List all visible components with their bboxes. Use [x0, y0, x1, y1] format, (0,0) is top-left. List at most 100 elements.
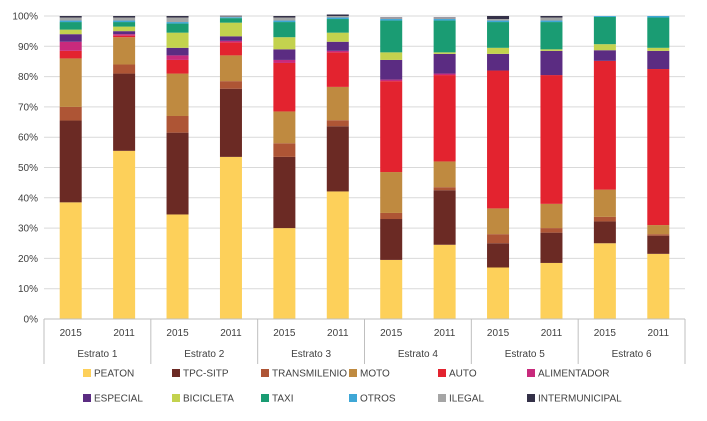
y-tick-label: 20%: [18, 254, 38, 265]
y-tick-label: 0%: [24, 315, 39, 326]
bar-segment: [433, 17, 456, 19]
bar-segment: [219, 36, 242, 41]
bar-segment: [219, 88, 242, 157]
bars-layer: [59, 14, 670, 319]
bar-segment: [540, 228, 563, 233]
legend-label: ESPECIAL: [94, 394, 143, 405]
bar-segment: [273, 17, 296, 21]
bar-segment: [219, 156, 242, 319]
legend-label: AUTO: [449, 369, 477, 380]
bar-segment: [326, 126, 349, 192]
bar-segment: [113, 31, 136, 35]
bar-segment: [487, 47, 510, 54]
bar-segment: [433, 19, 456, 21]
axis-layer: 0% 10% 20% 30% 40% 50% 60% 70% 80% 90% 100% 2015 201…: [12, 12, 686, 364]
bar-segment: [59, 34, 82, 42]
bar-segment: [59, 106, 82, 121]
bar-segment: [433, 161, 456, 188]
bar-segment: [380, 59, 403, 80]
group-label: Estrato 5: [505, 349, 545, 360]
x-tick-label: 2015: [487, 328, 510, 339]
x-tick-label: 2015: [380, 328, 403, 339]
bar-segment: [113, 16, 136, 18]
bar-segment: [326, 41, 349, 51]
bar-segment: [113, 17, 136, 21]
bar-segment: [219, 42, 242, 56]
y-tick-label: 70%: [18, 102, 38, 113]
bar-segment: [540, 232, 563, 263]
bar-segment: [59, 50, 82, 59]
legend-label: ALIMENTADOR: [538, 369, 610, 380]
bar-segment: [380, 79, 403, 82]
bar-segment: [59, 29, 82, 35]
bar-segment: [380, 20, 403, 53]
bar-segment: [326, 14, 349, 16]
bar-segment: [433, 187, 456, 191]
bar-segment: [380, 172, 403, 213]
bar-segment: [326, 191, 349, 319]
bar-segment: [273, 156, 296, 229]
bar-segment: [273, 62, 296, 112]
bar-segment: [433, 53, 456, 74]
legend-swatch: [261, 369, 269, 377]
bar-segment: [59, 22, 82, 30]
bar-segment: [326, 86, 349, 121]
bar-segment: [166, 47, 189, 56]
legend-label: TAXI: [272, 394, 293, 405]
legend-label: BICICLETA: [183, 394, 234, 405]
bar-segment: [113, 73, 136, 151]
bar-segment: [647, 17, 670, 48]
legend-label: ILEGAL: [449, 394, 484, 405]
bar-segment: [59, 202, 82, 319]
bar-segment: [647, 225, 670, 235]
legend-label: TPC-SITP: [183, 369, 229, 380]
bar-segment: [166, 22, 189, 24]
legend-swatch: [83, 394, 91, 402]
bar-segment: [326, 32, 349, 42]
bar-segment: [380, 259, 403, 319]
legend-label: MOTO: [360, 369, 390, 380]
bar-segment: [219, 40, 242, 43]
bar-segment: [487, 16, 510, 20]
bar-segment: [647, 47, 670, 51]
x-tick-label: 2015: [60, 328, 83, 339]
bar-segment: [166, 214, 189, 319]
bar-segment: [326, 19, 349, 33]
x-tick-label: 2015: [594, 328, 617, 339]
bar-segment: [113, 35, 136, 38]
legend-label: INTERMUNICIPAL: [538, 394, 622, 405]
bar-segment: [593, 60, 616, 190]
bar-segment: [273, 16, 296, 18]
legend-label: OTROS: [360, 394, 396, 405]
y-tick-label: 100%: [12, 12, 38, 23]
bar-segment: [540, 16, 563, 18]
bar-segment: [166, 115, 189, 133]
x-tick-label: 2011: [327, 328, 349, 339]
bar-segment: [166, 16, 189, 18]
legend-label: TRANSMILENIO: [272, 369, 347, 380]
bar-segment: [219, 18, 242, 23]
bar-segment: [540, 203, 563, 229]
bar-segment: [326, 120, 349, 127]
bar-segment: [593, 221, 616, 244]
bar-segment: [59, 120, 82, 203]
bar-segment: [380, 18, 403, 20]
group-label: Estrato 4: [398, 349, 438, 360]
legend-label: PEATON: [94, 369, 134, 380]
legend-swatch: [172, 394, 180, 402]
bar-segment: [593, 16, 616, 45]
bar-segment: [380, 17, 403, 19]
x-tick-label: 2015: [166, 328, 189, 339]
bar-segment: [593, 243, 616, 319]
x-tick-label: 2015: [273, 328, 296, 339]
legend-swatch: [527, 394, 535, 402]
bar-segment: [113, 37, 136, 65]
legend-swatch: [438, 394, 446, 402]
bar-segment: [487, 243, 510, 268]
bar-segment: [273, 111, 296, 144]
group-label: Estrato 6: [612, 349, 652, 360]
bar-segment: [487, 19, 510, 21]
group-label: Estrato 1: [77, 349, 117, 360]
bar-segment: [113, 34, 136, 36]
bar-segment: [593, 216, 616, 222]
